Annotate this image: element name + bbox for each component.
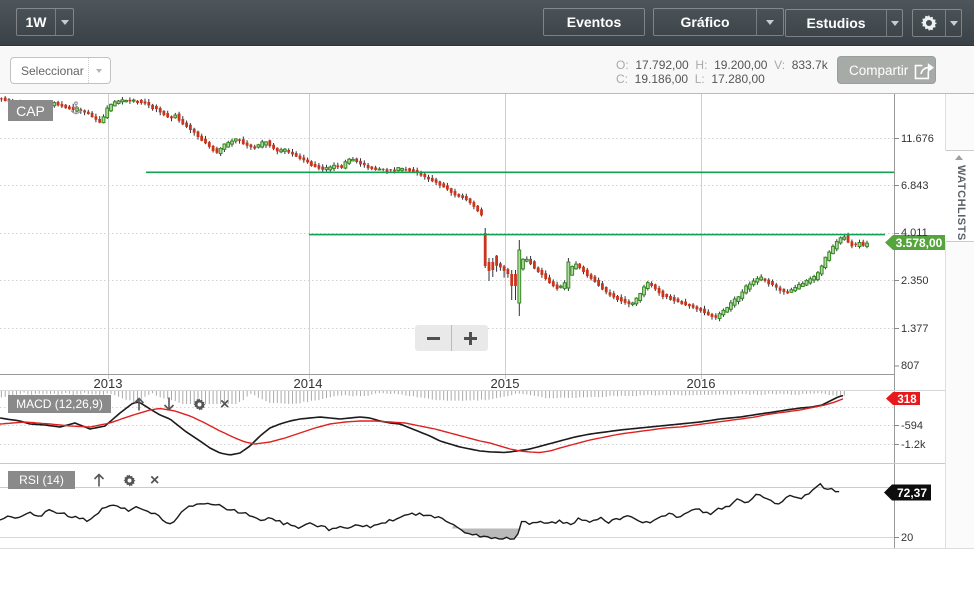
svg-text:2014: 2014 xyxy=(294,376,323,391)
svg-text:72,37: 72,37 xyxy=(897,486,927,500)
svg-text:2.350: 2.350 xyxy=(901,275,929,287)
svg-text:807: 807 xyxy=(901,360,919,372)
svg-text:20: 20 xyxy=(901,532,913,544)
svg-text:11.676: 11.676 xyxy=(901,133,934,145)
svg-text:-594: -594 xyxy=(901,420,923,432)
svg-text:-1.2k: -1.2k xyxy=(901,439,926,451)
svg-text:6.843: 6.843 xyxy=(901,180,929,192)
svg-text:318: 318 xyxy=(897,394,917,406)
svg-text:3.578,00: 3.578,00 xyxy=(896,236,943,250)
svg-text:2015: 2015 xyxy=(491,376,520,391)
svg-text:2013: 2013 xyxy=(94,376,123,391)
svg-text:2016: 2016 xyxy=(687,376,716,391)
svg-text:1.377: 1.377 xyxy=(901,323,929,335)
svg-text:4.011: 4.011 xyxy=(901,227,928,239)
